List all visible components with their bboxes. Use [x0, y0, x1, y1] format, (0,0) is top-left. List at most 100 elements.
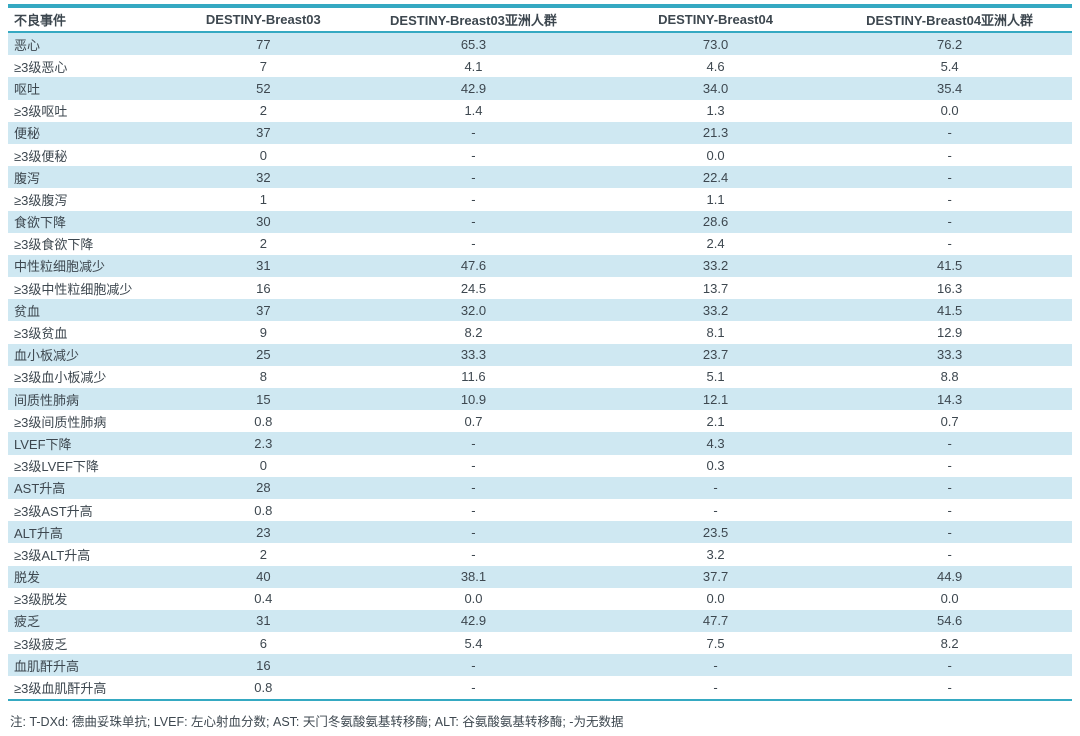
cell-value: 8.2	[464, 325, 483, 341]
table-row: 食欲下降 30 - 28.6 -	[8, 210, 1072, 233]
header-row: 不良事件 DESTINY-Breast03 DESTINY-Breast03亚洲…	[8, 6, 1072, 33]
cell-adverse-event: 呕吐	[14, 81, 41, 97]
cell-value: -	[947, 502, 952, 518]
cell-adverse-event: ≥3级中性粒细胞减少	[14, 281, 133, 297]
cell-value: 10.9	[460, 391, 487, 407]
cell-value: 16	[256, 280, 271, 296]
cell-adverse-event: ≥3级呕吐	[14, 104, 68, 120]
cell-adverse-event: ≥3级LVEF下降	[14, 459, 99, 475]
cell-adverse-event: ≥3级间质性肺病	[14, 414, 107, 430]
cell-value: 16	[256, 657, 271, 673]
cell-value: 32.0	[460, 302, 487, 318]
cell-value: 31	[256, 613, 271, 629]
cell-value: 40	[256, 569, 271, 585]
cell-value: -	[471, 680, 476, 696]
cell-value: 24.5	[460, 280, 487, 296]
cell-value: -	[947, 169, 952, 185]
cell-value: 0.4	[254, 591, 273, 607]
table-row: 腹泻 32 - 22.4 -	[8, 166, 1072, 189]
cell-value: 47.7	[702, 613, 729, 629]
cell-value: 4.6	[706, 58, 725, 74]
table-row: 疲乏 31 42.9 47.7 54.6	[8, 609, 1072, 633]
cell-value: 5.4	[464, 635, 483, 651]
table-row: 间质性肺病 15 10.9 12.1 14.3	[8, 388, 1072, 411]
cell-value: 1	[259, 191, 267, 207]
cell-adverse-event: ≥3级AST升高	[14, 503, 93, 519]
cell-adverse-event: 中性粒细胞减少	[14, 259, 106, 275]
cell-value: -	[947, 680, 952, 696]
cell-value: -	[471, 458, 476, 474]
cell-value: -	[471, 502, 476, 518]
cell-adverse-event: ≥3级血小板减少	[14, 370, 107, 386]
cell-adverse-event: ALT升高	[14, 525, 63, 541]
cell-value: 25	[256, 347, 271, 363]
cell-value: 0	[259, 147, 267, 163]
cell-value: 73.0	[702, 36, 729, 52]
cell-value: 54.6	[936, 613, 963, 629]
cell-value: 21.3	[702, 125, 729, 141]
cell-value: 2	[259, 103, 267, 119]
cell-value: 0.0	[464, 591, 483, 607]
cell-adverse-event: 恶心	[14, 37, 41, 53]
cell-value: -	[947, 147, 952, 163]
cell-value: 16.3	[936, 280, 963, 296]
cell-value: -	[947, 524, 952, 540]
cell-value: 37	[256, 125, 271, 141]
cell-value: 3.2	[706, 546, 725, 562]
cell-value: 2.4	[706, 236, 725, 252]
cell-value: 9	[259, 325, 267, 341]
cell-value: 6	[259, 635, 267, 651]
cell-adverse-event: 便秘	[14, 126, 41, 142]
cell-adverse-event: ≥3级血肌酐升高	[14, 681, 107, 697]
table-row: 恶心 77 65.3 73.0 76.2	[8, 32, 1072, 56]
cell-value: 42.9	[460, 613, 487, 629]
cell-value: -	[947, 435, 952, 451]
cell-adverse-event: LVEF下降	[14, 436, 72, 452]
cell-adverse-event: ≥3级贫血	[14, 326, 68, 342]
table-row: AST升高 28 - - -	[8, 476, 1072, 499]
table-row: ≥3级中性粒细胞减少 16 24.5 13.7 16.3	[8, 277, 1072, 300]
cell-value: -	[713, 680, 718, 696]
cell-value: -	[713, 480, 718, 496]
cell-value: 52	[256, 80, 271, 96]
table-row: ≥3级恶心 7 4.1 4.6 5.4	[8, 55, 1072, 78]
cell-value: 41.5	[936, 302, 963, 318]
table-row: ≥3级LVEF下降 0 - 0.3 -	[8, 454, 1072, 477]
table-row: ≥3级AST升高 0.8 - - -	[8, 498, 1072, 522]
cell-value: 0	[259, 458, 267, 474]
cell-value: -	[947, 458, 952, 474]
cell-adverse-event: ≥3级疲乏	[14, 636, 68, 652]
cell-value: 15	[256, 391, 271, 407]
cell-value: 33.3	[936, 347, 963, 363]
cell-value: 12.1	[702, 391, 729, 407]
cell-value: 0.0	[706, 147, 725, 163]
cell-value: 1.1	[706, 191, 725, 207]
cell-value: 47.6	[460, 258, 487, 274]
cell-value: 41.5	[936, 258, 963, 274]
column-header-adverse-event: 不良事件	[8, 6, 184, 33]
cell-value: 76.2	[936, 36, 963, 52]
cell-value: 44.9	[936, 569, 963, 585]
cell-value: 0.7	[940, 413, 959, 429]
cell-value: -	[713, 657, 718, 673]
cell-value: 8.8	[940, 369, 959, 385]
table-row: ≥3级腹泻 1 - 1.1 -	[8, 188, 1072, 211]
cell-value: 37.7	[702, 569, 729, 585]
cell-value: -	[471, 546, 476, 562]
cell-value: -	[947, 546, 952, 562]
cell-value: 23	[256, 524, 271, 540]
cell-value: 34.0	[702, 80, 729, 96]
table-row: ≥3级脱发 0.4 0.0 0.0 0.0	[8, 587, 1072, 610]
cell-value: 32	[256, 169, 271, 185]
cell-value: -	[947, 657, 952, 673]
table-row: ≥3级便秘 0 - 0.0 -	[8, 143, 1072, 167]
cell-value: -	[471, 147, 476, 163]
table-row: ≥3级食欲下降 2 - 2.4 -	[8, 232, 1072, 255]
cell-value: 33.2	[702, 302, 729, 318]
cell-value: -	[471, 236, 476, 252]
cell-value: 0.3	[706, 458, 725, 474]
cell-value: -	[947, 236, 952, 252]
cell-value: 8.2	[940, 635, 959, 651]
cell-value: 12.9	[936, 325, 963, 341]
